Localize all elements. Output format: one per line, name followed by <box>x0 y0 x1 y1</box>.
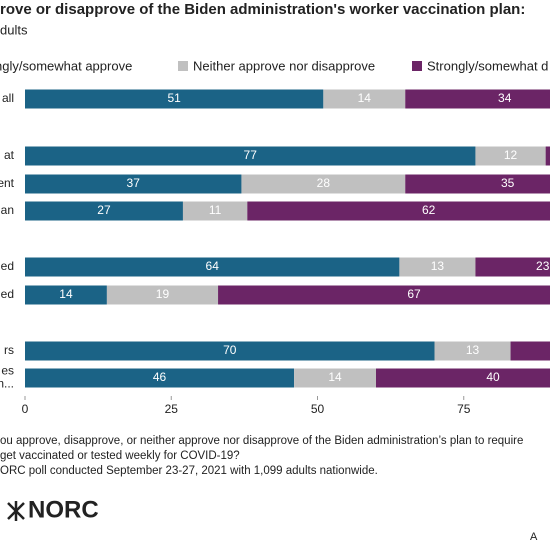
note: ou approve, disapprove, or neither appro… <box>0 435 523 447</box>
legend-swatch <box>178 61 188 71</box>
legend-label: Neither approve nor disapprove <box>193 58 375 73</box>
bar-segment <box>25 285 107 305</box>
x-tick-label: 25 <box>165 402 179 416</box>
y-tick-label: ent <box>0 176 15 190</box>
bar-segment <box>25 368 295 388</box>
bar-segment <box>294 368 376 388</box>
data-label: 11 <box>209 203 222 217</box>
data-label: 14 <box>328 370 342 384</box>
legend-swatch <box>412 61 422 71</box>
corner-text: A <box>530 531 538 543</box>
y-tick-label: at <box>4 148 15 162</box>
data-label: 62 <box>422 203 436 217</box>
data-label: 27 <box>97 203 111 217</box>
legend-label: ngly/somewhat approve <box>0 58 132 73</box>
data-label: 70 <box>223 343 237 357</box>
bar-segment <box>25 89 324 109</box>
y-tick-label: rs <box>4 343 14 357</box>
data-label: 13 <box>431 259 445 273</box>
note: get vaccinated or tested weekly for COVI… <box>0 450 240 462</box>
y-tick-label: an <box>1 203 14 217</box>
data-label: 64 <box>206 259 220 273</box>
bar-segment <box>405 174 550 194</box>
data-label: 67 <box>407 287 421 301</box>
bar-segment <box>434 341 511 361</box>
bar-segment <box>545 146 550 166</box>
y-tick-label: n... <box>0 377 14 391</box>
bar-segment <box>247 201 550 221</box>
data-label: 40 <box>486 370 500 384</box>
bar-segment <box>25 341 435 361</box>
y-tick-label: es <box>1 364 14 378</box>
bar-segment <box>25 201 183 221</box>
y-tick-label: ed <box>1 259 14 273</box>
bar-segment <box>475 146 546 166</box>
data-label: 37 <box>127 176 141 190</box>
x-tick-label: 0 <box>22 402 29 416</box>
bar-segment <box>241 174 406 194</box>
data-label: 14 <box>59 287 73 301</box>
bar-segment <box>376 368 550 388</box>
chart-subtitle: dults <box>0 22 28 37</box>
note: ORC poll conducted September 23-27, 2021… <box>0 465 378 477</box>
bar-segment <box>25 146 476 166</box>
data-label: 28 <box>317 176 331 190</box>
bar-segment <box>182 201 248 221</box>
data-label: 35 <box>501 176 515 190</box>
data-label: 34 <box>498 91 512 105</box>
bar-segment <box>25 174 242 194</box>
bar-segment <box>218 285 550 305</box>
data-label: 14 <box>358 91 372 105</box>
y-tick-label: ed <box>1 287 14 301</box>
data-label: 13 <box>466 343 480 357</box>
x-tick-label: 75 <box>457 402 471 416</box>
bar-segment <box>399 257 476 277</box>
logo: NORC <box>28 496 99 523</box>
bar-segment <box>106 285 219 305</box>
data-label: 51 <box>167 91 181 105</box>
y-tick-label: all <box>2 91 14 105</box>
bar-segment <box>323 89 406 109</box>
legend-label: Strongly/somewhat d <box>427 58 548 73</box>
data-label: 12 <box>504 148 518 162</box>
bar-segment <box>475 257 550 277</box>
data-label: 77 <box>244 148 258 162</box>
bar-segment <box>25 257 400 277</box>
bar-segment <box>510 341 550 361</box>
chart-title: rove or disapprove of the Biden administ… <box>0 1 525 18</box>
data-label: 19 <box>156 287 170 301</box>
data-label: 46 <box>153 370 167 384</box>
data-label: 23 <box>536 259 550 273</box>
x-tick-label: 50 <box>311 402 325 416</box>
logo-icon <box>7 501 25 521</box>
bar-segment <box>405 89 550 109</box>
